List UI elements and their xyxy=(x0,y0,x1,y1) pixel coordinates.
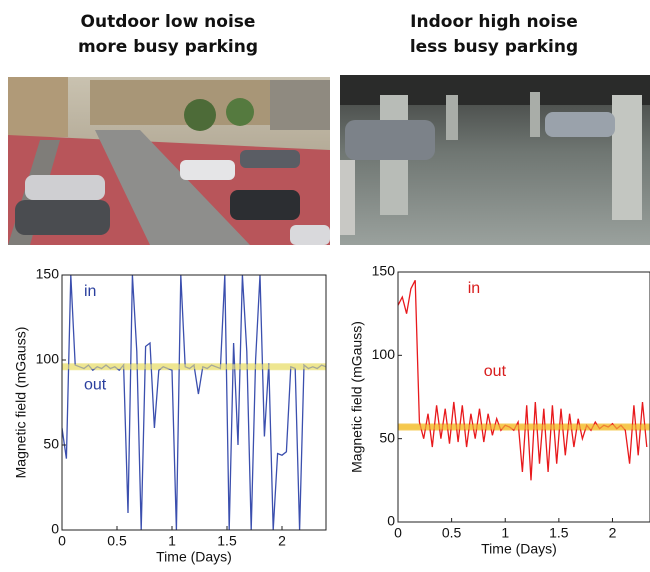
chart: Indoor high noise less busy parking050100… xyxy=(349,12,650,557)
y-axis-label: Magnetic field (mGauss) xyxy=(13,327,29,479)
x-tick-label: 0.5 xyxy=(442,525,462,541)
y-axis-label: Magnetic field (mGauss) xyxy=(349,321,365,473)
y-tick-label: 150 xyxy=(372,263,396,279)
annotation: in xyxy=(468,280,480,297)
x-tick-label: 0 xyxy=(394,525,402,541)
x-tick-label: 1 xyxy=(168,533,176,549)
outdoor-photo xyxy=(8,77,330,245)
y-tick-label: 50 xyxy=(379,429,395,445)
chart-title: Outdoor low noise more busy parking xyxy=(78,12,258,57)
y-tick-label: 0 xyxy=(387,513,395,529)
plot-frame xyxy=(397,271,650,523)
chart: Outdoor low noise more busy parking050100… xyxy=(13,12,327,565)
plot-area xyxy=(398,280,650,481)
x-tick-label: 1 xyxy=(501,525,509,541)
x-tick-label: 2 xyxy=(609,525,617,541)
annotation: out xyxy=(84,377,107,394)
chart-title: Indoor high noise less busy parking xyxy=(410,12,578,57)
x-tick-label: 0 xyxy=(58,533,66,549)
x-tick-label: 2 xyxy=(278,533,286,549)
x-tick-label: 0.5 xyxy=(107,533,127,549)
annotation: in xyxy=(84,283,96,300)
data-line xyxy=(398,280,648,481)
plot-frame xyxy=(61,274,327,531)
annotation: out xyxy=(484,363,507,380)
x-tick-label: 1.5 xyxy=(549,525,569,541)
x-axis-label: Time (Days) xyxy=(156,549,232,565)
y-tick-label: 100 xyxy=(36,351,60,367)
y-tick-label: 100 xyxy=(372,346,396,362)
x-tick-label: 1.5 xyxy=(217,533,237,549)
indoor-photo xyxy=(340,75,650,245)
y-tick-label: 0 xyxy=(51,521,59,537)
y-tick-label: 50 xyxy=(43,436,59,452)
x-axis-label: Time (Days) xyxy=(481,541,557,557)
y-tick-label: 150 xyxy=(36,266,60,282)
data-line xyxy=(62,275,326,530)
plot-area xyxy=(62,275,326,530)
